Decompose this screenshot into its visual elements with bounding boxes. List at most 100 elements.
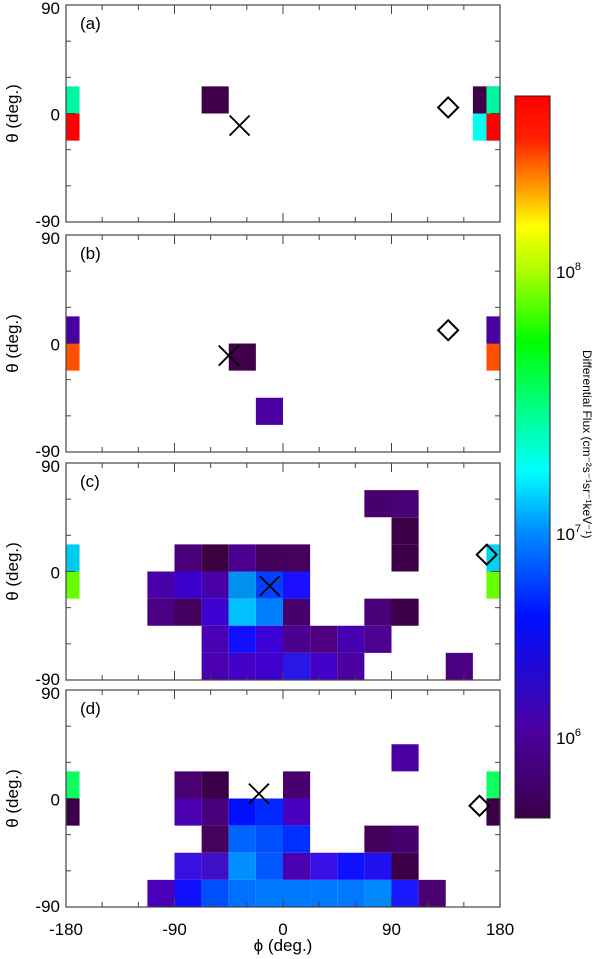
heatmap-cell: [364, 852, 392, 880]
y-axis-label: θ (deg.): [3, 314, 22, 373]
y-tick-label: 0: [51, 106, 60, 125]
heatmap-cell: [201, 625, 229, 653]
y-tick-label: 90: [41, 457, 60, 476]
panel-a: 90 0 -90 θ (deg.) (a): [3, 0, 501, 231]
heatmap-cell: [364, 490, 392, 518]
panel-b: 90 0 -90 θ (deg.) (b): [3, 229, 501, 461]
heatmap-cell: [486, 86, 500, 114]
heatmap-cell: [228, 879, 256, 907]
heatmap-cell: [255, 544, 283, 572]
heatmap-cell: [228, 598, 256, 626]
heatmap-cell: [310, 625, 338, 653]
heatmap-cell: [391, 825, 419, 853]
heatmap-cell: [310, 652, 338, 680]
heatmap-cell: [283, 571, 311, 599]
heatmap-cell: [66, 86, 80, 114]
diamond-marker: [436, 96, 460, 119]
heatmap-cell: [364, 625, 392, 653]
heatmap-cell: [255, 825, 283, 853]
x-marker: [218, 344, 240, 367]
heatmap-cell: [391, 517, 419, 545]
heatmap-cell: [310, 879, 338, 907]
heatmap-cell: [283, 771, 311, 799]
heatmap-cell: [228, 625, 256, 653]
heatmap-cell: [310, 852, 338, 880]
heatmap-cell: [201, 771, 229, 799]
panel-label: (c): [80, 472, 100, 491]
heatmap-cell: [66, 798, 80, 826]
heatmap-cell: [174, 598, 202, 626]
heatmap-cell: [486, 798, 500, 826]
heatmap-cell: [66, 316, 80, 344]
heatmap-cell: [228, 798, 256, 826]
heatmap-cell: [283, 598, 311, 626]
heatmap-cell: [228, 852, 256, 880]
heatmap-cell: [174, 879, 202, 907]
heatmap-cell: [147, 879, 175, 907]
heatmap-cell: [337, 879, 365, 907]
y-tick-label: -90: [35, 442, 60, 461]
heatmap-cell: [337, 852, 365, 880]
heatmap-cell: [228, 652, 256, 680]
heatmap-cell: [486, 113, 500, 141]
heatmap-cell: [201, 879, 229, 907]
heatmap-cell: [201, 544, 229, 572]
heatmap-cell: [364, 879, 392, 907]
heatmap-cell: [201, 852, 229, 880]
x-tick-label: 90: [382, 920, 401, 939]
heatmap-cell: [66, 571, 80, 599]
heatmap-cell: [418, 879, 446, 907]
colorbar-tick-1e6: 106: [556, 727, 581, 748]
heatmap-cell: [255, 598, 283, 626]
heatmap-cell: [255, 798, 283, 826]
panel-label: (b): [80, 244, 101, 263]
plot-frame: [65, 4, 501, 223]
y-tick-label: 0: [51, 564, 60, 583]
heatmap-cell: [283, 544, 311, 572]
heatmap-cell: [228, 343, 256, 371]
heatmap-cell: [255, 652, 283, 680]
heatmap-cell: [174, 571, 202, 599]
panel-c: 90 0 -90 θ (deg.) (c): [3, 457, 501, 689]
heatmap-cell: [201, 571, 229, 599]
heatmap-cell: [174, 771, 202, 799]
heatmap-cell: [66, 771, 80, 799]
x-axis-label: ϕ (deg.): [254, 936, 313, 955]
heatmap-cell: [255, 625, 283, 653]
y-tick-label: 90: [41, 0, 60, 18]
diamond-marker: [468, 794, 491, 818]
y-tick-label: 90: [41, 684, 60, 703]
heatmap-cell: [174, 544, 202, 572]
heatmap-cell: [228, 544, 256, 572]
heatmap-cell: [283, 798, 311, 826]
heatmap-cell: [255, 852, 283, 880]
heatmap-cell: [283, 852, 311, 880]
colorbar-tick-1e8: 108: [556, 261, 581, 282]
heatmap-cell: [174, 798, 202, 826]
x-marker: [259, 575, 281, 597]
panel-label: (a): [80, 14, 101, 33]
y-tick-label: -90: [35, 670, 60, 689]
x-tick-label: 0: [278, 920, 287, 939]
y-tick-label: 0: [51, 336, 60, 355]
x-tick-label: -90: [162, 920, 187, 939]
heatmap-cell: [391, 879, 419, 907]
x-marker: [228, 114, 251, 137]
heatmap-cell: [486, 343, 500, 371]
x-tick-label: 180: [486, 920, 514, 939]
heatmap-cell: [445, 652, 473, 680]
heatmap-cell: [201, 652, 229, 680]
heatmap-cell: [201, 825, 229, 853]
heatmap-cell: [283, 652, 311, 680]
diamond-marker: [475, 543, 499, 567]
heatmap-cell: [201, 86, 229, 114]
colorbar: 108 107 106 Differential Flux (cm⁻²s⁻¹sr…: [514, 95, 594, 819]
heatmap-cell: [486, 316, 500, 344]
y-tick-label: 0: [51, 791, 60, 810]
heatmap-cell: [147, 571, 175, 599]
heatmap-cell: [228, 571, 256, 599]
heatmap-cell: [364, 598, 392, 626]
heatmap-cell: [283, 879, 311, 907]
heatmap-cell: [255, 397, 283, 425]
